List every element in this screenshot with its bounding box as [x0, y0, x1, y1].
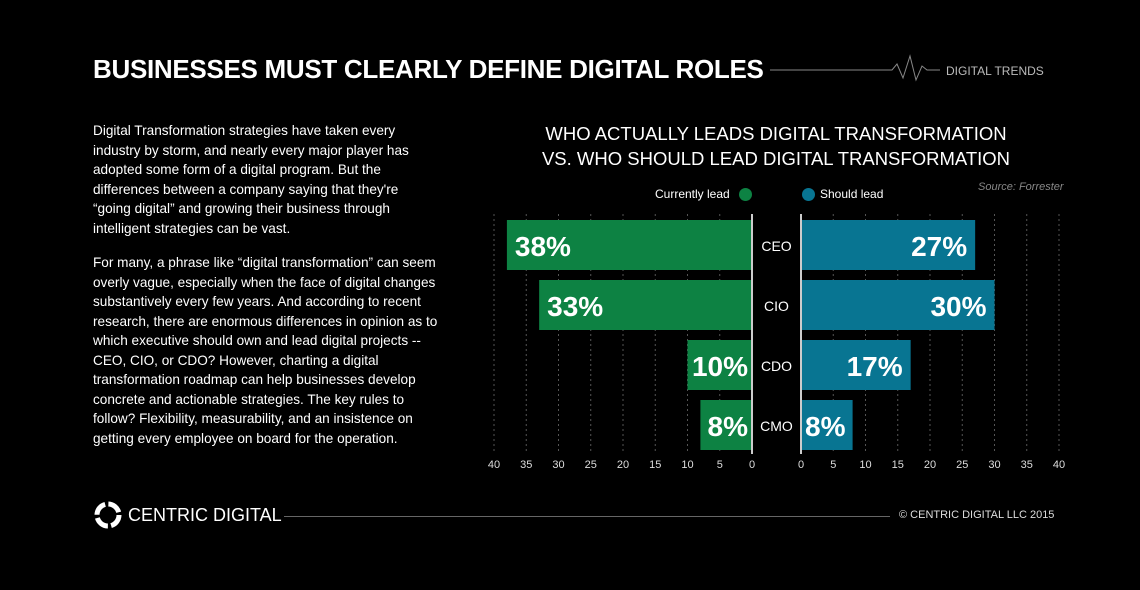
- body-paragraph: For many, a phrase like “digital transfo…: [93, 255, 438, 446]
- bar-currently-lead: [700, 400, 752, 450]
- heartbeat-line-icon: [770, 54, 940, 82]
- data-label: 33%: [547, 291, 603, 322]
- tick-label-left: 35: [520, 459, 532, 471]
- data-label: 30%: [930, 291, 986, 322]
- chart-title: WHO ACTUALLY LEADS DIGITAL TRANSFORMATIO…: [500, 121, 1052, 171]
- data-label: 10%: [692, 351, 748, 382]
- section-tag: DIGITAL TRENDS: [946, 64, 1044, 78]
- legend-dot-blue: [802, 188, 815, 201]
- copyright: © CENTRIC DIGITAL LLC 2015: [899, 509, 1055, 521]
- tick-label-right: 5: [830, 459, 836, 471]
- legend-dot-green: [739, 188, 752, 201]
- footer-brand: CENTRIC DIGITAL: [128, 505, 282, 525]
- tick-label-right: 40: [1053, 459, 1065, 471]
- bar-currently-lead: [506, 220, 752, 270]
- data-label: 38%: [515, 231, 571, 262]
- category-label: CMO: [760, 418, 793, 434]
- tick-label-left: 15: [649, 459, 661, 471]
- legend-currently-lead: Currently lead: [655, 187, 730, 201]
- chart-source: Source: Forrester: [978, 181, 1064, 193]
- tick-label-left: 40: [488, 459, 500, 471]
- tick-label-right: 15: [892, 459, 904, 471]
- tick-label-right: 0: [798, 459, 804, 471]
- tick-label-left: 20: [617, 459, 629, 471]
- category-label: CIO: [764, 298, 789, 314]
- bar-currently-lead: [539, 280, 752, 330]
- centric-digital-logo-icon: [94, 501, 122, 529]
- tick-label-right: 10: [859, 459, 871, 471]
- tick-label-right: 30: [988, 459, 1000, 471]
- bar-should-lead: [801, 220, 976, 270]
- tick-label-right: 20: [924, 459, 936, 471]
- intro-paragraph: Digital Transformation strategies have t…: [93, 123, 409, 236]
- data-label: 27%: [911, 231, 967, 262]
- chart-title-line: VS. WHO SHOULD LEAD DIGITAL TRANSFORMATI…: [541, 148, 1011, 169]
- footer-divider: [284, 516, 890, 517]
- tick-label-right: 35: [1021, 459, 1033, 471]
- tick-label-right: 25: [956, 459, 968, 471]
- data-label: 17%: [847, 351, 903, 382]
- tick-label-left: 30: [552, 459, 564, 471]
- data-label: 8%: [805, 411, 846, 442]
- page-title: BUSINESSES MUST CLEARLY DEFINE DIGITAL R…: [93, 54, 764, 84]
- bar-should-lead: [801, 280, 995, 330]
- tick-label-left: 0: [749, 459, 755, 471]
- bar-should-lead: [801, 340, 911, 390]
- category-label: CEO: [761, 238, 791, 254]
- tick-label-left: 10: [681, 459, 693, 471]
- legend-should-lead: Should lead: [820, 187, 884, 201]
- chart-title-line: WHO ACTUALLY LEADS DIGITAL TRANSFORMATIO…: [545, 123, 1007, 144]
- bar-should-lead: [801, 400, 853, 450]
- tick-label-left: 5: [717, 459, 723, 471]
- category-label: CDO: [761, 358, 792, 374]
- data-label: 8%: [708, 411, 749, 442]
- bar-currently-lead: [687, 340, 752, 390]
- tick-label-left: 25: [585, 459, 597, 471]
